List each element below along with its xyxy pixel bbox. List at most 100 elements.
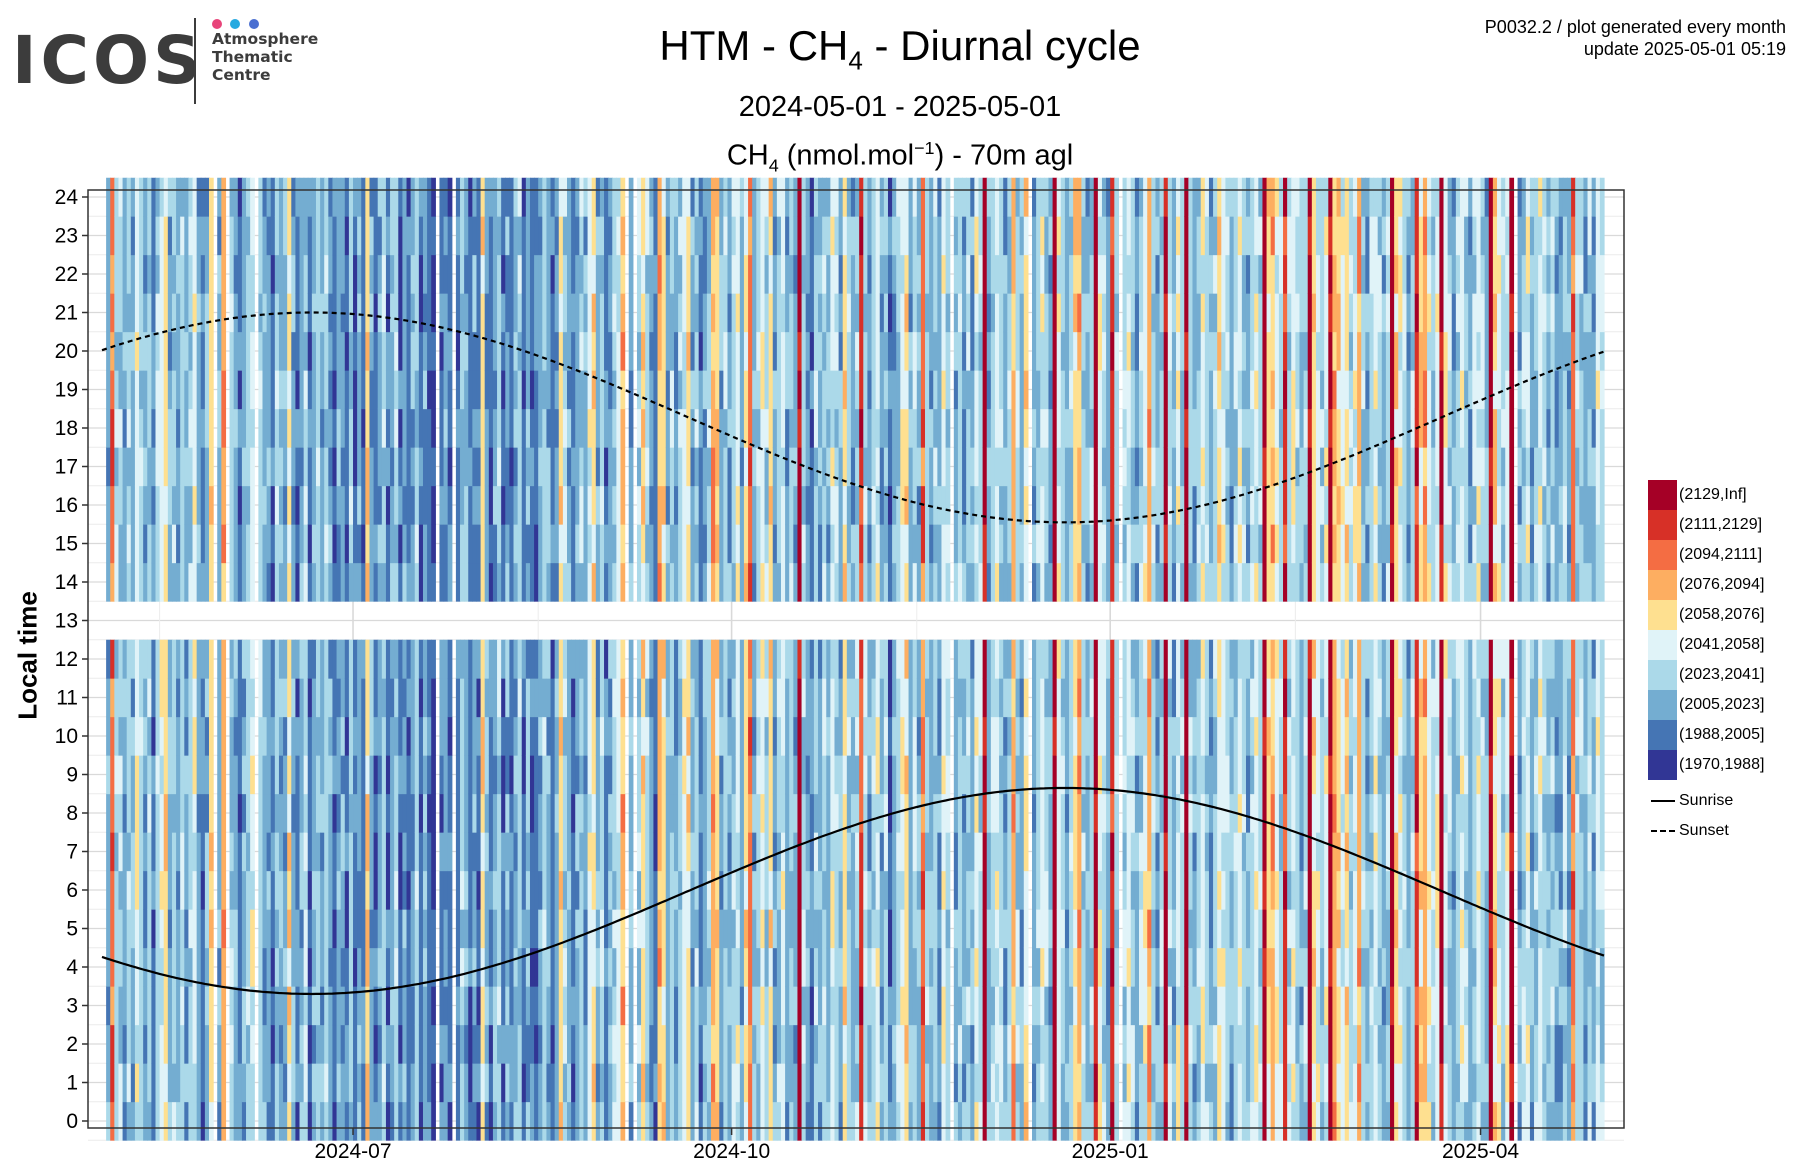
- heatmap-cell: [488, 639, 494, 679]
- heatmap-cell: [608, 755, 613, 795]
- heatmap-cell: [184, 177, 190, 217]
- heatmap-cell: [628, 639, 634, 679]
- heatmap-cell: [402, 1024, 408, 1064]
- heatmap-cell: [443, 408, 449, 448]
- heatmap-cell: [916, 947, 922, 987]
- heatmap-cell: [229, 716, 235, 756]
- heatmap-cell: [912, 524, 918, 564]
- heatmap-cell: [908, 909, 914, 949]
- heatmap-cell: [303, 1101, 309, 1141]
- heatmap-cell: [838, 716, 844, 756]
- heatmap-cell: [106, 1101, 111, 1141]
- heatmap-cell: [204, 870, 210, 910]
- heatmap-cell: [266, 909, 272, 949]
- heatmap-cell: [776, 408, 782, 448]
- heatmap-cell: [381, 678, 387, 718]
- heatmap-cell: [529, 177, 535, 217]
- heatmap-cell: [867, 755, 873, 795]
- heatmap-cell: [850, 254, 856, 294]
- heatmap-cell: [106, 447, 111, 487]
- heatmap-cell: [184, 370, 190, 410]
- heatmap-cell: [855, 639, 860, 679]
- heatmap-cell: [377, 1063, 383, 1103]
- heatmap-cell: [126, 947, 132, 987]
- heatmap-cell: [887, 947, 893, 987]
- heatmap-cell: [933, 370, 938, 410]
- heatmap-cell: [896, 485, 901, 525]
- heatmap-cell: [307, 909, 313, 949]
- heatmap-cell: [258, 216, 264, 256]
- heatmap-cell: [418, 216, 424, 256]
- heatmap-cell: [768, 293, 774, 333]
- heatmap-cell: [883, 177, 889, 217]
- heatmap-cell: [431, 485, 436, 525]
- heatmap-cell: [348, 1063, 354, 1103]
- heatmap-cell: [361, 909, 366, 949]
- heatmap-cell: [661, 909, 667, 949]
- heatmap-cell: [398, 678, 403, 718]
- heatmap-cell: [764, 293, 770, 333]
- heatmap-cell: [711, 293, 716, 333]
- heatmap-cell: [735, 947, 741, 987]
- heatmap-cell: [711, 177, 716, 217]
- heatmap-cell: [320, 832, 325, 872]
- heatmap-cell: [706, 755, 712, 795]
- heatmap-cell: [937, 447, 943, 487]
- heatmap-cell: [315, 793, 321, 833]
- heatmap-cell: [780, 177, 786, 217]
- heatmap-cell: [896, 524, 901, 564]
- heatmap-cell: [176, 177, 181, 217]
- heatmap-cell: [822, 755, 827, 795]
- heatmap-cell: [616, 1101, 622, 1141]
- heatmap-cell: [538, 524, 543, 564]
- heatmap-cell: [311, 832, 317, 872]
- heatmap-cell: [929, 485, 934, 525]
- heatmap-cell: [575, 331, 580, 371]
- heatmap-cell: [599, 716, 605, 756]
- heatmap-cell: [431, 1063, 436, 1103]
- heatmap-cell: [974, 1063, 980, 1103]
- heatmap-cell: [657, 793, 663, 833]
- heatmap-cell: [155, 524, 161, 564]
- heatmap-cell: [246, 293, 251, 333]
- heatmap-cell: [422, 678, 428, 718]
- heatmap-cell: [752, 331, 757, 371]
- heatmap-cell: [764, 793, 770, 833]
- heatmap-cell: [340, 485, 346, 525]
- heatmap-cell: [344, 216, 350, 256]
- heatmap-cell: [871, 870, 877, 910]
- heatmap-cell: [715, 524, 720, 564]
- heatmap-cell: [525, 1101, 531, 1141]
- heatmap-cell: [134, 177, 140, 217]
- heatmap-cell: [521, 524, 527, 564]
- heatmap-cell: [879, 293, 885, 333]
- heatmap-cell: [657, 1024, 663, 1064]
- heatmap-cell: [776, 254, 782, 294]
- heatmap-cell: [912, 1101, 918, 1141]
- heatmap-cell: [805, 678, 811, 718]
- heatmap-cell: [464, 716, 469, 756]
- heatmap-cell: [579, 331, 585, 371]
- heatmap-cell: [340, 1063, 346, 1103]
- heatmap-cell: [743, 370, 749, 410]
- heatmap-cell: [484, 793, 490, 833]
- heatmap-cell: [237, 678, 243, 718]
- heatmap-cell: [686, 216, 692, 256]
- heatmap-cell: [583, 370, 589, 410]
- heatmap-cell: [340, 331, 346, 371]
- heatmap-cell: [645, 216, 650, 256]
- heatmap-cell: [246, 216, 251, 256]
- heatmap-cell: [653, 639, 659, 679]
- heatmap-cell: [455, 870, 461, 910]
- heatmap-cell: [184, 986, 190, 1026]
- heatmap-cell: [838, 1063, 844, 1103]
- heatmap-cell: [159, 1024, 165, 1064]
- heatmap-cell: [320, 639, 325, 679]
- heatmap-cell: [385, 678, 391, 718]
- heatmap-cell: [291, 447, 297, 487]
- heatmap-cell: [546, 793, 552, 833]
- heatmap-cell: [920, 331, 926, 371]
- heatmap-cell: [208, 947, 214, 987]
- heatmap-cell: [492, 639, 498, 679]
- heatmap-cell: [542, 793, 548, 833]
